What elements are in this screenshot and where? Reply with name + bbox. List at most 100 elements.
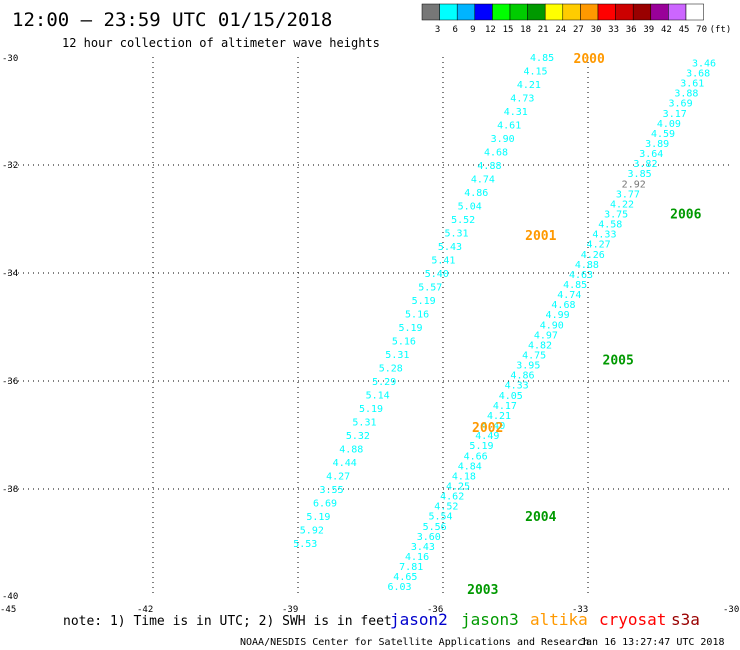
wave-height-point: 4.33 [505,381,529,392]
wave-height-point: 4.62 [440,492,464,503]
timestamp-text: Jan 16 13:27:47 UTC 2018 [580,637,725,648]
wave-height-point: 4.27 [587,240,611,251]
credit-text: NOAA/NESDIS Center for Satellite Applica… [240,637,589,648]
color-swatch [509,3,528,21]
wave-height-point: 4.66 [464,451,488,462]
color-scale-label: 6 [452,25,457,35]
wave-height-point: 5.19 [398,323,422,334]
wave-height-point: 3.43 [411,542,435,553]
color-swatch [456,3,476,21]
y-tick-label: -30 [2,54,18,64]
wave-height-point: 5.52 [451,215,475,226]
wave-height-point: 5.41 [431,256,455,267]
color-swatch [685,3,704,21]
wave-height-point: 3.61 [680,79,704,90]
wave-height-point: 3.60 [417,532,441,543]
wave-height-point: 4.75 [522,351,546,362]
wave-height-point: 4.16 [405,552,429,563]
wave-height-point: 5.40 [425,269,449,280]
wave-height-point: 5.29 [372,377,396,388]
wave-height-point: 4.18 [452,471,476,482]
wave-height-point: 4.74 [557,290,581,301]
color-swatch [615,3,634,21]
wave-height-point: 4.17 [493,401,517,412]
y-tick-label: -38 [2,485,18,495]
wave-height-point: 5.19 [359,404,383,415]
color-scale-label: 3 [435,25,440,35]
color-scale-label: 36 [626,25,637,35]
wave-height-point: 4.82 [528,340,552,351]
wave-height-point: 2.92 [622,179,646,190]
wave-height-point: 4.09 [657,119,681,130]
wave-height-point: 4.68 [551,300,575,311]
wave-height-point: 5.43 [438,242,462,253]
wave-height-point: 4.22 [610,199,634,210]
color-scale-label: 45 [679,25,690,35]
color-scale-label: 27 [573,25,584,35]
x-tick-label: -33 [572,605,588,615]
time-label: 2006 [670,208,701,223]
color-swatch [668,3,687,21]
wave-height-point: 4.88 [339,445,363,456]
wave-height-point: 4.85 [530,53,554,64]
wave-height-point: 4.31 [504,107,528,118]
wave-height-point: 4.84 [458,461,482,472]
x-tick-label: -45 [0,605,16,615]
wave-height-point: 6.69 [313,499,337,510]
wave-height-point: 3.75 [604,209,628,220]
color-scale-label: 9 [470,25,475,35]
color-scale-label: 33 [608,25,619,35]
wave-height-point: 4.21 [487,411,511,422]
wave-height-point: 4.33 [592,230,616,241]
x-tick-label: -36 [427,605,443,615]
wave-height-point: 4.27 [326,472,350,483]
time-label: 2005 [603,353,634,368]
wave-height-point: 5.56 [423,522,447,533]
chart-title: 12:00 – 23:59 UTC 01/15/2018 [12,9,332,31]
wave-height-point: 3.89 [645,139,669,150]
chart-subtitle: 12 hour collection of altimeter wave hei… [62,36,380,50]
color-swatch [439,3,458,21]
wave-height-point: 5.28 [379,364,403,375]
wave-height-point: 4.15 [523,67,547,78]
wave-height-point: 5.53 [293,539,317,550]
color-swatch [632,3,652,21]
color-swatch [527,3,546,21]
wave-height-point: 3.64 [639,149,663,160]
wave-height-point: 4.25 [446,481,470,492]
wave-height-point: 4.59 [651,129,675,140]
wave-height-point: 4.88 [575,260,599,271]
wave-height-point: 3.95 [516,361,540,372]
color-scale-label: 15 [503,25,514,35]
wave-height-point: 4.65 [393,572,417,583]
color-scale-label: 18 [520,25,531,35]
color-swatch [421,3,440,21]
color-scale-label: 12 [485,25,496,35]
wave-height-point: 6.03 [387,582,411,593]
wave-height-point: 4.40 [481,421,505,432]
time-label: 2003 [467,583,498,598]
wave-height-point: 4.68 [484,148,508,159]
wave-height-point: 3.85 [628,169,652,180]
time-label: 2002 [472,421,503,436]
color-scale-label: 21 [538,25,549,35]
time-labels: 20002001200220072006200520042003 [467,52,701,598]
wave-height-point: 5.16 [392,337,416,348]
wave-height-point: 4.73 [510,94,534,105]
wave-height-point: 5.31 [385,350,409,361]
color-swatch [544,3,564,21]
time-label: 2001 [525,229,556,244]
wave-height-point: 3.90 [491,134,515,145]
y-tick-label: -34 [2,269,18,279]
y-tick-label: -36 [2,377,18,387]
wave-height-point: 3.68 [686,68,710,79]
wave-height-point: 5.31 [352,418,376,429]
wave-height-point: 5.92 [300,526,324,537]
wave-height-point: 3.55 [320,485,344,496]
satellite-label: jason3 [461,610,519,629]
color-scale-label: 39 [643,25,654,35]
satellite-label: jason2 [390,610,448,629]
map-grid [8,57,733,597]
wave-height-point: 3.46 [692,58,716,69]
